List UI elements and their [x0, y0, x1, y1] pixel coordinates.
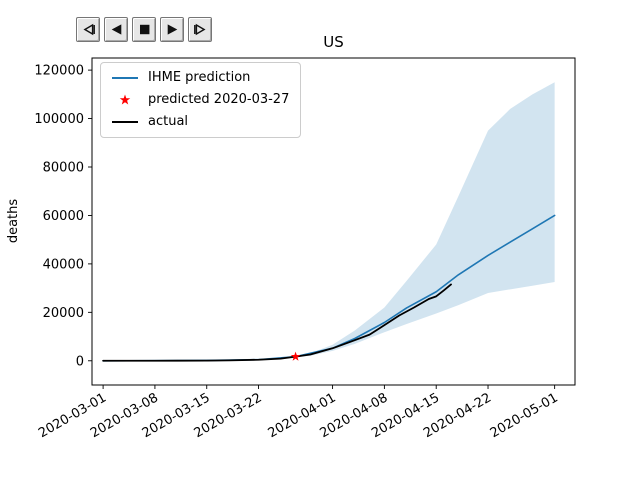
- step-forward-button[interactable]: [188, 17, 212, 42]
- play-button[interactable]: [160, 17, 184, 42]
- y-tick-label: 80000: [43, 161, 84, 176]
- step-forward-icon: [193, 23, 206, 36]
- legend-item: predicted 2020-03-27: [112, 92, 289, 108]
- step-backward-button[interactable]: [76, 17, 100, 42]
- chart-title: US: [323, 33, 344, 51]
- y-tick-label: 60000: [43, 209, 84, 224]
- x-tick-label: 2020-05-01: [488, 390, 561, 441]
- confidence-band: [295, 82, 555, 358]
- star-icon: [119, 94, 131, 105]
- y-tick-label: 0: [76, 354, 84, 369]
- actual-line: [102, 283, 452, 362]
- play-reverse-icon: [111, 24, 121, 35]
- step-backward-icon: [82, 23, 95, 36]
- y-tick-label: 20000: [43, 306, 84, 321]
- legend-item-label: predicted 2020-03-27: [148, 92, 290, 107]
- legend: IHME prediction predicted 2020-03-27 actua…: [100, 62, 302, 138]
- legend-line-swatch: [112, 77, 138, 79]
- stop-button[interactable]: [132, 17, 156, 42]
- legend-item-label: IHME prediction: [148, 70, 251, 85]
- legend-star-icon: [112, 93, 138, 107]
- predicted-marker-star-icon: [290, 351, 301, 361]
- legend-item: IHME prediction: [112, 70, 289, 86]
- play-reverse-button[interactable]: [104, 17, 128, 42]
- y-tick-label: 40000: [43, 257, 84, 272]
- legend-item: actual: [112, 114, 289, 130]
- play-icon: [167, 24, 177, 35]
- legend-item-label: actual: [148, 114, 189, 129]
- axes-frame: [91, 57, 576, 386]
- legend-line-swatch-bar: [112, 121, 138, 123]
- y-axis-label: deaths: [6, 199, 21, 244]
- legend-line-swatch-bar: [112, 77, 138, 79]
- y-tick-label: 100000: [34, 112, 84, 127]
- stop-icon: [139, 24, 149, 35]
- legend-line-swatch: [112, 121, 138, 123]
- y-tick-label: 120000: [34, 64, 84, 79]
- player-toolbar: [76, 17, 212, 42]
